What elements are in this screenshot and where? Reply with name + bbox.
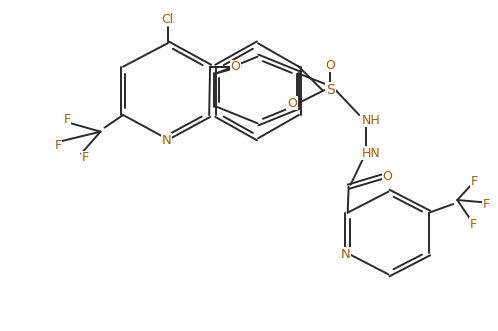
Text: O: O [382, 170, 392, 183]
Text: Cl: Cl [161, 13, 174, 26]
Text: HN: HN [362, 147, 380, 160]
Text: F: F [63, 113, 71, 126]
Text: F: F [82, 151, 89, 164]
Text: O: O [287, 97, 297, 110]
Text: O: O [231, 60, 241, 73]
Text: F: F [470, 218, 477, 231]
Text: N: N [161, 134, 171, 147]
Text: F: F [54, 138, 62, 152]
Text: F: F [471, 175, 478, 188]
Text: N: N [341, 248, 351, 261]
Text: NH: NH [362, 114, 380, 126]
Text: F: F [483, 198, 490, 211]
Text: O: O [326, 59, 336, 71]
Text: S: S [326, 83, 335, 97]
